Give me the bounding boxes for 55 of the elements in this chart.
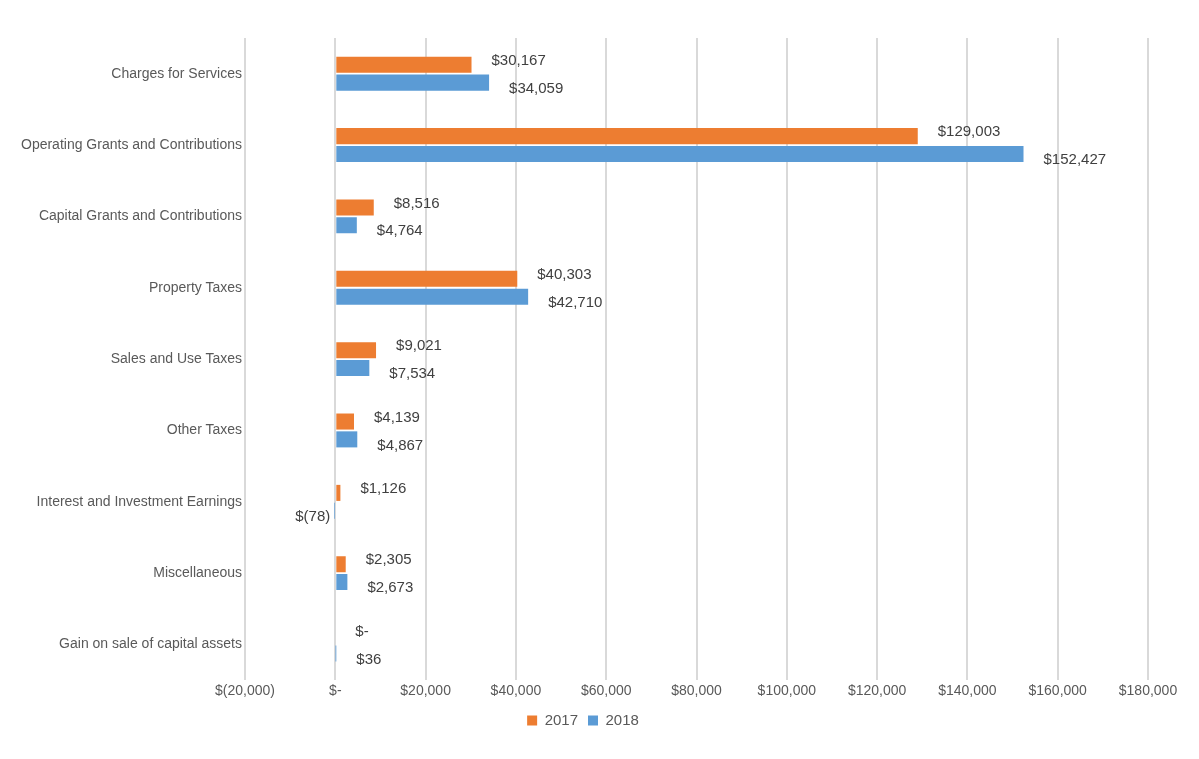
data-label: $- — [355, 621, 369, 639]
data-label: $4,764 — [376, 221, 423, 239]
x-tick-label: $140,000 — [938, 682, 997, 699]
y-tick-label: Property Taxes — [148, 278, 243, 295]
y-tick-label: Gain on sale of capital assets — [59, 635, 243, 652]
y-tick-label: Capital Grants and Contributions — [38, 207, 243, 224]
data-label: $7,534 — [389, 364, 436, 382]
x-tick-label: $80,000 — [671, 682, 723, 699]
x-tick-label: $40,000 — [490, 682, 542, 699]
data-label: $9,021 — [396, 336, 442, 354]
bar — [336, 74, 490, 91]
bar — [336, 574, 348, 591]
data-label: $129,003 — [937, 122, 1001, 140]
x-tick-label: $120,000 — [847, 682, 907, 699]
bar — [336, 56, 472, 73]
x-tick-label: $180,000 — [1118, 682, 1178, 699]
y-tick-label: Other Taxes — [166, 421, 243, 438]
data-label: $4,867 — [377, 435, 424, 453]
bar — [336, 359, 370, 377]
data-label: $(78) — [295, 506, 331, 524]
data-label: $4,139 — [374, 407, 420, 425]
x-tick-label: $- — [329, 682, 342, 699]
y-tick-label: Miscellaneous — [153, 564, 243, 581]
bar — [336, 556, 346, 573]
legend-label: 2018 — [605, 710, 639, 728]
bar — [336, 288, 529, 305]
x-tick-label: $20,000 — [400, 682, 452, 699]
y-tick-label: Sales and Use Taxes — [110, 349, 243, 366]
bar — [336, 217, 357, 234]
y-tick-label: Charges for Services — [111, 64, 243, 81]
x-tick-label: $(20,000) — [215, 682, 275, 699]
bar — [336, 128, 918, 145]
data-label: $40,303 — [537, 264, 592, 282]
x-tick-label: $60,000 — [580, 682, 632, 699]
y-tick-label: Interest and Investment Earnings — [36, 492, 243, 509]
bar — [336, 413, 354, 430]
bar — [336, 484, 341, 501]
x-tick-label: $100,000 — [757, 682, 817, 699]
data-label: $36 — [356, 649, 382, 667]
x-tick-label: $160,000 — [1028, 682, 1088, 699]
data-label: $8,516 — [393, 193, 440, 211]
legend-label: 2017 — [544, 710, 579, 728]
bar — [336, 342, 377, 359]
y-tick-label: Operating Grants and Contributions — [21, 135, 243, 152]
bar — [336, 145, 1024, 162]
data-label: $2,305 — [365, 550, 412, 568]
data-label: $30,167 — [491, 50, 546, 68]
data-label: $42,710 — [548, 292, 603, 310]
data-label: $152,427 — [1043, 150, 1107, 168]
bar — [336, 270, 518, 287]
bar — [336, 199, 374, 216]
data-label: $1,126 — [360, 479, 407, 497]
bar — [336, 431, 358, 448]
data-label: $2,673 — [367, 578, 414, 596]
data-label: $34,059 — [509, 78, 564, 96]
